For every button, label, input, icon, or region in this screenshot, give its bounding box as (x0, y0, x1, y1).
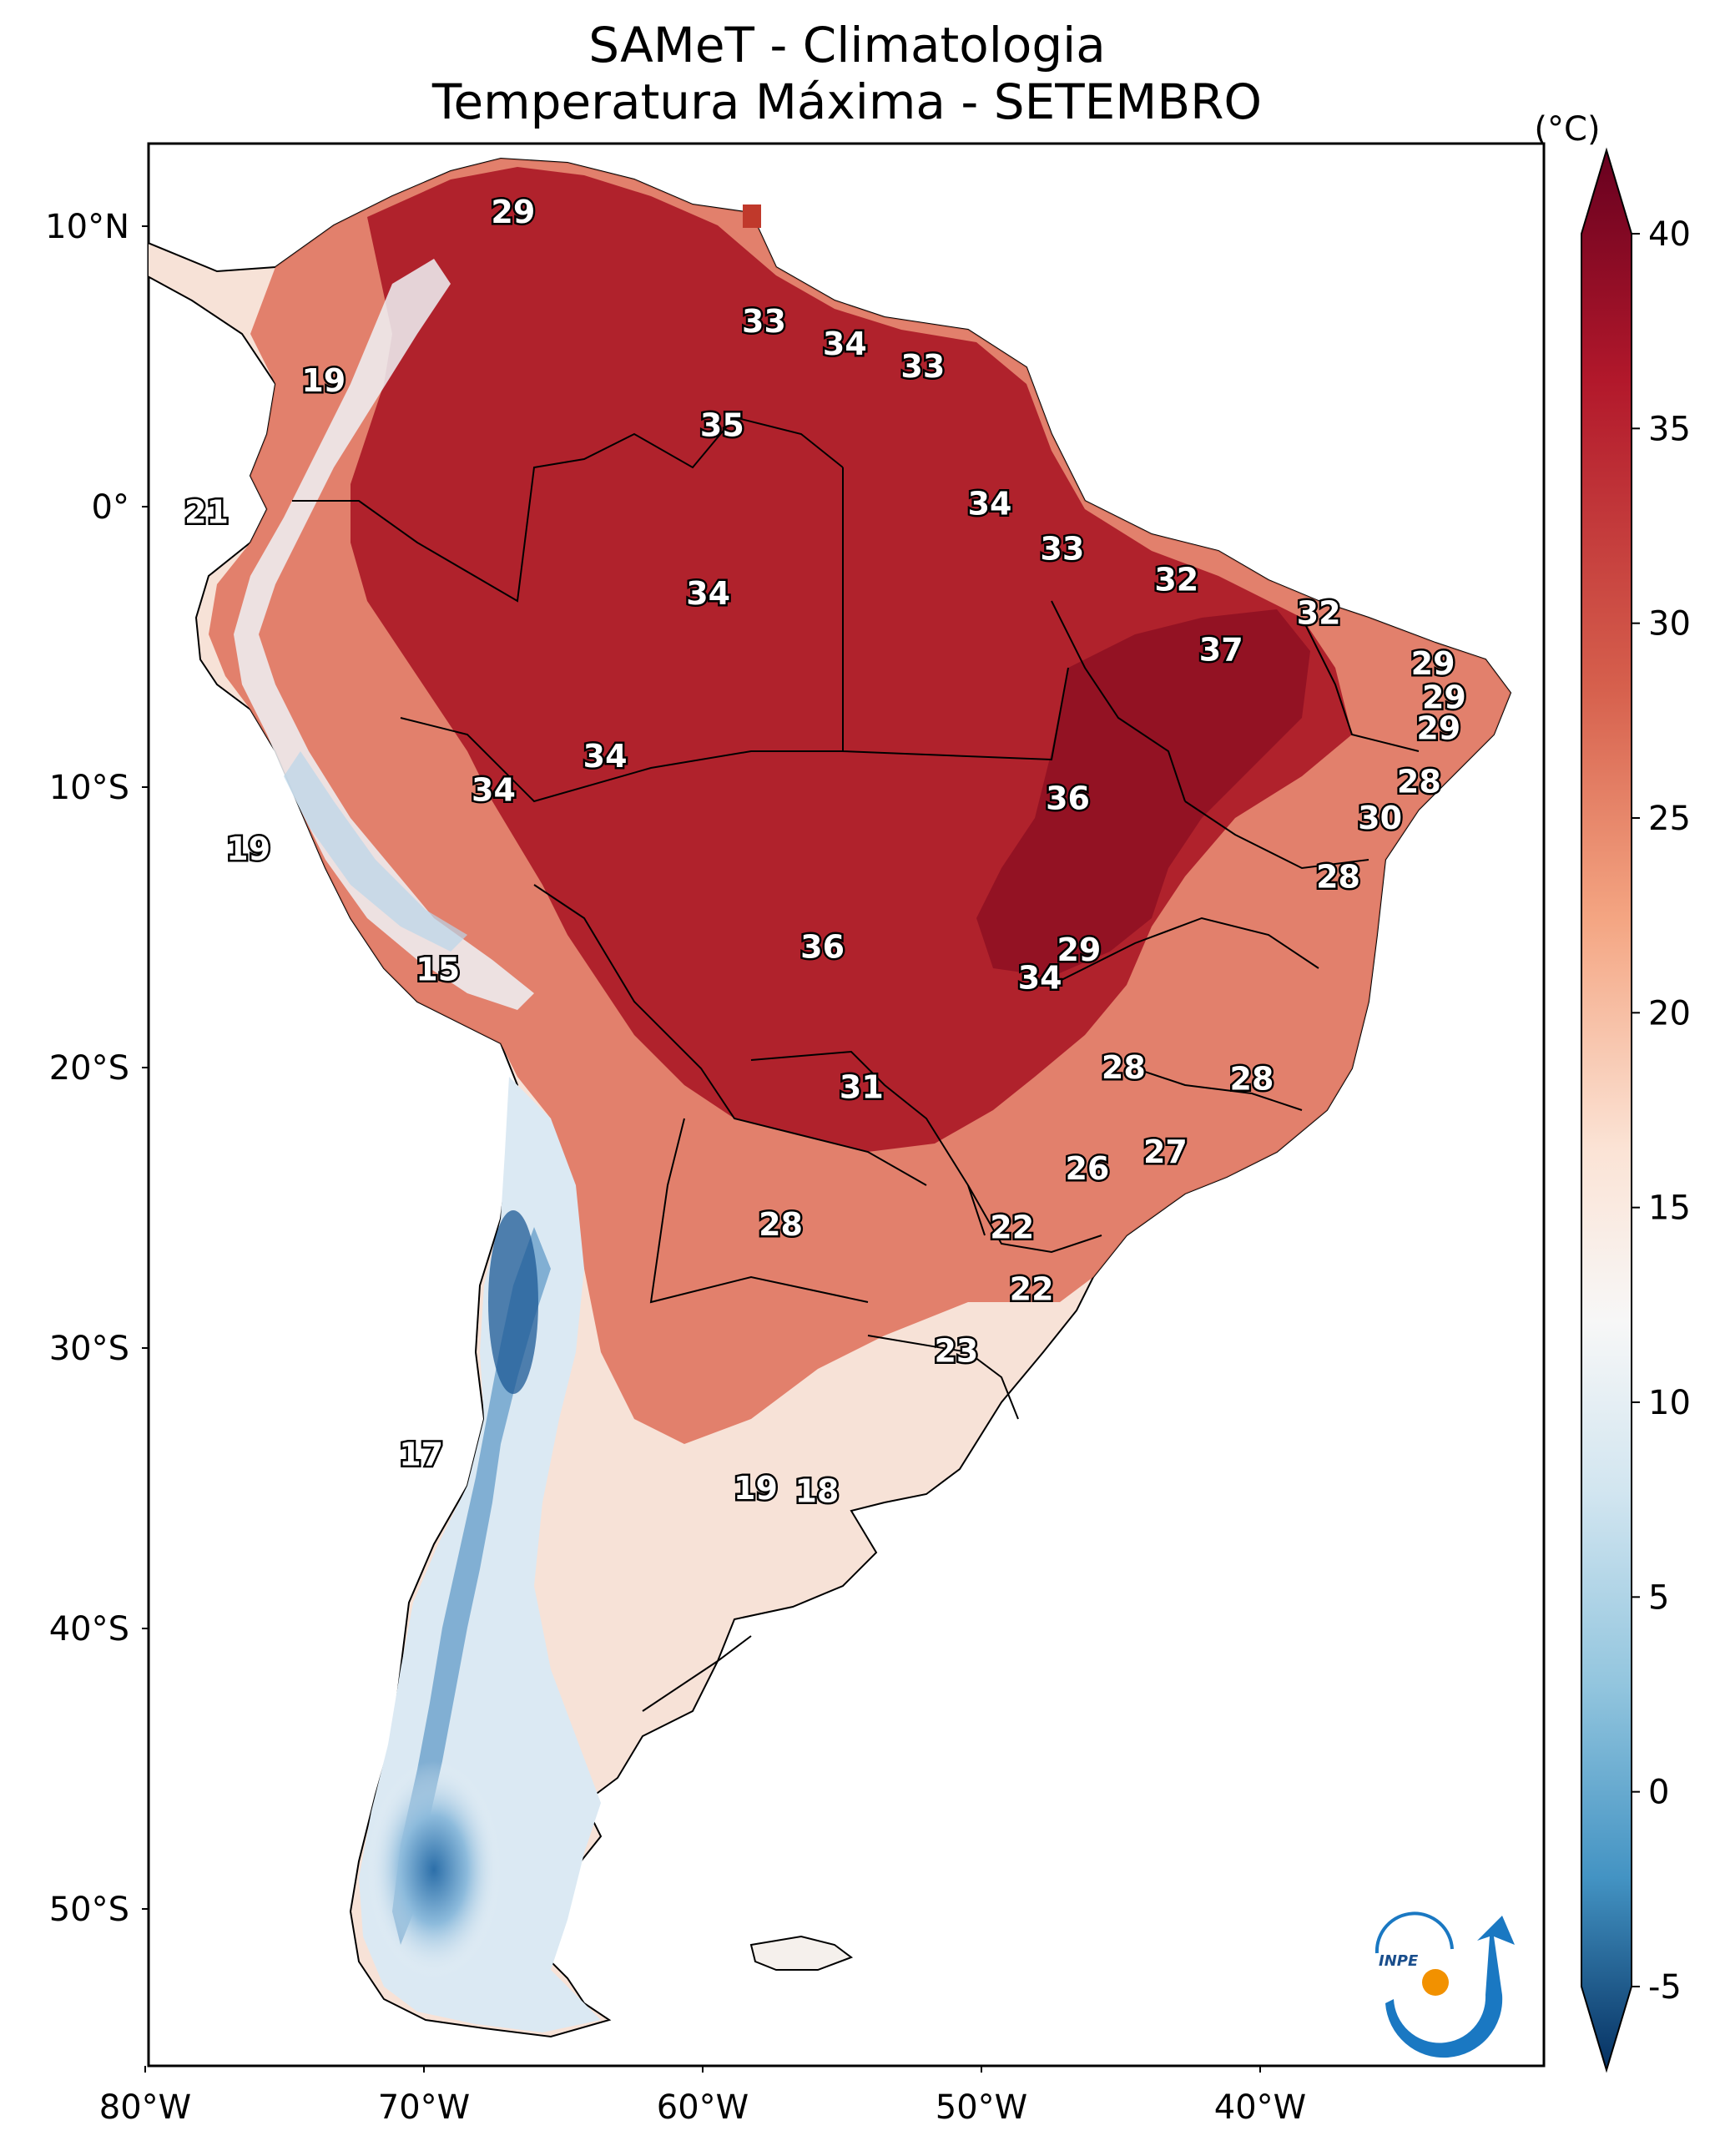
logo-ring (1374, 1911, 1454, 1954)
temperature-label: 22 (1010, 1270, 1054, 1307)
hottest-zone (976, 609, 1310, 977)
colorbar-ticks: 40 35 30 25 20 15 10 5 0 -5 (1632, 215, 1691, 2007)
title-line-1: SAMeT - Climatologia (588, 17, 1106, 73)
temperature-label: 35 (700, 407, 744, 444)
latitude-ticks: 10°N 0° 10°S 20°S 30°S 40°S 50°S (45, 208, 149, 1929)
andes-north-cold (284, 751, 467, 952)
temperature-label: 17 (399, 1436, 443, 1473)
temperature-label: 37 (1199, 631, 1243, 668)
title-line-2: Temperatura Máxima - SETEMBRO (431, 73, 1263, 130)
temperature-label: 29 (1411, 645, 1455, 682)
temperature-label: 31 (840, 1069, 884, 1106)
temperature-label: 15 (416, 951, 460, 987)
colorbar-bar (1581, 147, 1632, 2073)
temperature-label: 23 (934, 1332, 978, 1369)
colorbar-tick-label: 25 (1648, 800, 1691, 838)
temperature-label: 34 (968, 486, 1012, 523)
temperature-label: 29 (1416, 709, 1460, 746)
colorbar-tick-label: -5 (1648, 1968, 1682, 2007)
lat-tick-label: 20°S (49, 1049, 129, 1088)
temperature-label: 32 (1154, 561, 1198, 598)
lat-tick-label: 0° (92, 488, 129, 527)
temperature-label: 29 (1422, 679, 1466, 715)
colorbar: (°C) 40 35 30 25 20 15 10 5 0 -5 (1534, 110, 1691, 2073)
colorbar-tick-label: 40 (1648, 215, 1691, 254)
temperature-label: 30 (1358, 800, 1402, 836)
temperature-label: 21 (184, 494, 229, 531)
temperature-label: 29 (491, 194, 535, 230)
temperature-label: 27 (1143, 1134, 1188, 1170)
falklands (749, 1935, 854, 1971)
logo-text: INPE (1379, 1952, 1419, 1970)
lon-tick-label: 80°W (99, 2088, 191, 2127)
temperature-label: 36 (1046, 780, 1090, 816)
temperature-label: 34 (823, 326, 867, 362)
temperature-label: 28 (1397, 763, 1441, 800)
temperature-label: 33 (900, 348, 945, 385)
lat-tick-label: 50°S (49, 1891, 129, 1929)
temperature-label: 34 (583, 738, 628, 775)
temperature-label: 29 (1057, 932, 1101, 968)
lon-tick-label: 40°W (1214, 2088, 1306, 2127)
temperature-label: 28 (759, 1206, 803, 1243)
trinidad (743, 204, 761, 228)
aconcagua-cold-core (488, 1210, 538, 1394)
lat-tick-label: 10°S (49, 769, 129, 807)
patagonia-cold-core (367, 1761, 501, 1978)
lon-tick-label: 70°W (378, 2088, 470, 2127)
colorbar-tick-label: 5 (1648, 1578, 1669, 1617)
temperature-label: 34 (1018, 959, 1062, 996)
temperature-label: 28 (1102, 1049, 1146, 1086)
lat-tick-label: 30°S (49, 1330, 129, 1368)
colorbar-tick-label: 15 (1648, 1189, 1691, 1228)
longitude-ticks: 80°W 70°W 60°W 50°W 40°W (99, 2066, 1306, 2127)
inpe-logo: INPE (1374, 1911, 1515, 2058)
temperature-label: 19 (226, 831, 270, 867)
colorbar-tick-label: 35 (1648, 410, 1691, 448)
temperature-label: 19 (734, 1470, 778, 1507)
temperature-label: 33 (742, 303, 786, 340)
lat-tick-label: 40°S (49, 1610, 129, 1649)
chart-title: SAMeT - Climatologia Temperatura Máxima … (150, 17, 1544, 130)
temperature-label: 18 (794, 1472, 839, 1509)
temperature-label: 19 (301, 362, 346, 399)
colorbar-unit: (°C) (1534, 110, 1600, 149)
colorbar-tick-label: 0 (1648, 1774, 1669, 1812)
temperature-label: 36 (800, 929, 845, 966)
lon-tick-label: 60°W (657, 2088, 749, 2127)
temperature-label: 32 (1297, 595, 1341, 632)
temperature-label: 26 (1065, 1150, 1109, 1187)
temperature-label: 34 (686, 575, 730, 612)
colorbar-tick-label: 30 (1648, 605, 1691, 644)
temperature-label: 34 (472, 771, 516, 808)
colorbar-tick-label: 20 (1648, 994, 1691, 1033)
logo-dot (1422, 1969, 1449, 1996)
lat-tick-label: 10°N (45, 208, 129, 246)
temperature-label: 28 (1230, 1060, 1274, 1097)
temperature-label: 28 (1316, 859, 1360, 896)
temperature-label: 33 (1040, 530, 1084, 567)
country-borders (292, 416, 1420, 1712)
logo-arc (1385, 1916, 1515, 2058)
continent-layer (149, 157, 1512, 2038)
lon-tick-label: 50°W (936, 2088, 1027, 2127)
colorbar-tick-label: 10 (1648, 1384, 1691, 1422)
temperature-label: 22 (990, 1209, 1034, 1246)
